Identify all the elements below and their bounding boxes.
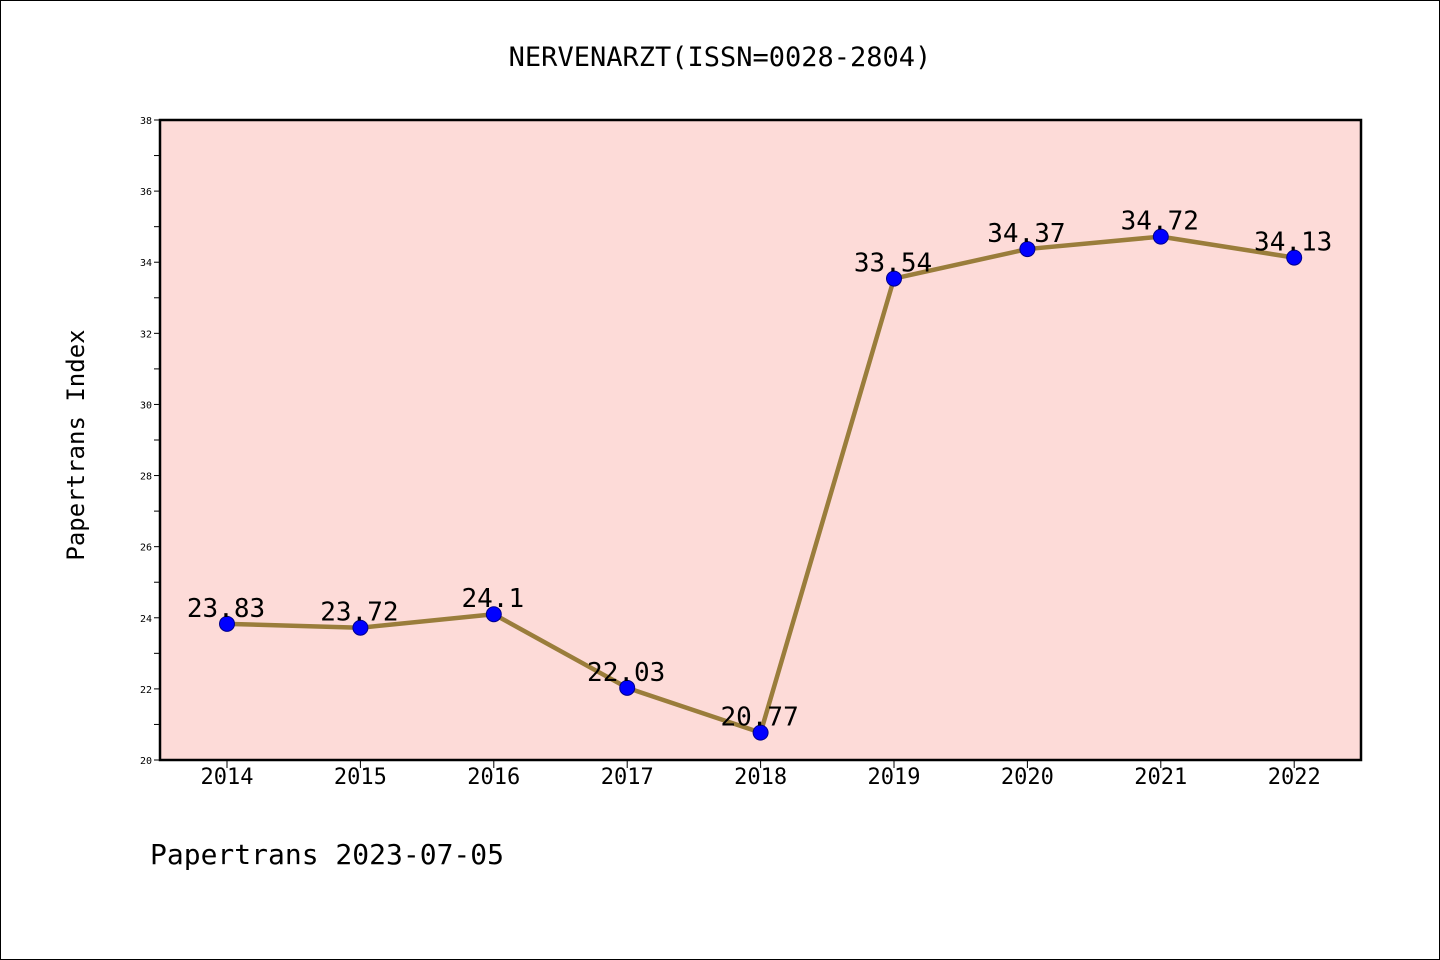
x-tick-label: 2021 — [1134, 765, 1187, 790]
data-label: 24.1 — [461, 584, 524, 614]
data-label: 22.03 — [587, 658, 665, 688]
data-label: 23.83 — [187, 594, 265, 624]
data-label: 23.72 — [320, 598, 398, 628]
data-label: 33.54 — [854, 249, 932, 279]
y-tick-label: 38 — [140, 116, 152, 127]
y-tick-label: 32 — [140, 329, 152, 340]
data-label: 34.13 — [1254, 228, 1332, 258]
data-point — [1019, 241, 1036, 258]
x-tick-label: 2022 — [1268, 765, 1321, 790]
data-point — [752, 724, 769, 741]
x-axis-ticks: 2014 2015 2016 2017 2018 2019 2020 2021 2022 — [201, 760, 1321, 790]
x-tick-label: 2014 — [201, 765, 254, 790]
data-point — [1152, 228, 1169, 245]
x-tick-label: 2020 — [1001, 765, 1054, 790]
y-tick-label: 26 — [140, 543, 152, 554]
x-tick-label: 2019 — [868, 765, 921, 790]
data-label: 34.72 — [1121, 207, 1199, 237]
y-tick-label: 28 — [140, 472, 152, 483]
plot-area — [158, 118, 1363, 762]
data-point — [352, 619, 369, 636]
data-point — [219, 615, 235, 632]
x-tick-label: 2018 — [734, 765, 787, 790]
data-point — [886, 270, 902, 287]
y-tick-label: 24 — [140, 614, 152, 625]
y-tick-label: 34 — [140, 258, 152, 269]
y-tick-label: 30 — [140, 400, 152, 411]
y-tick-label: 22 — [140, 685, 152, 696]
x-tick-label: 2016 — [467, 765, 520, 790]
y-tick-label: 36 — [140, 187, 152, 198]
data-point — [1286, 249, 1303, 266]
chart-title: NERVENARZT(ISSN=0028-2804) — [509, 42, 932, 73]
footer-text: Papertrans 2023-07-05 — [150, 838, 504, 871]
y-axis-label: Papertrans Index — [62, 329, 90, 560]
data-point — [619, 679, 636, 696]
x-tick-label: 2015 — [334, 765, 387, 790]
x-tick-label: 2017 — [601, 765, 654, 790]
data-label: 20.77 — [720, 703, 798, 733]
y-tick-label: 20 — [140, 756, 152, 767]
data-labels: 23.83 23.72 24.1 22.03 20.77 33.54 34.37 34.72 3… — [187, 207, 1332, 733]
y-axis-ticks: 20 22 24 26 28 30 32 34 36 38 — [140, 116, 160, 767]
data-point — [485, 606, 502, 623]
data-points — [219, 228, 1303, 741]
data-label: 34.37 — [987, 219, 1065, 249]
